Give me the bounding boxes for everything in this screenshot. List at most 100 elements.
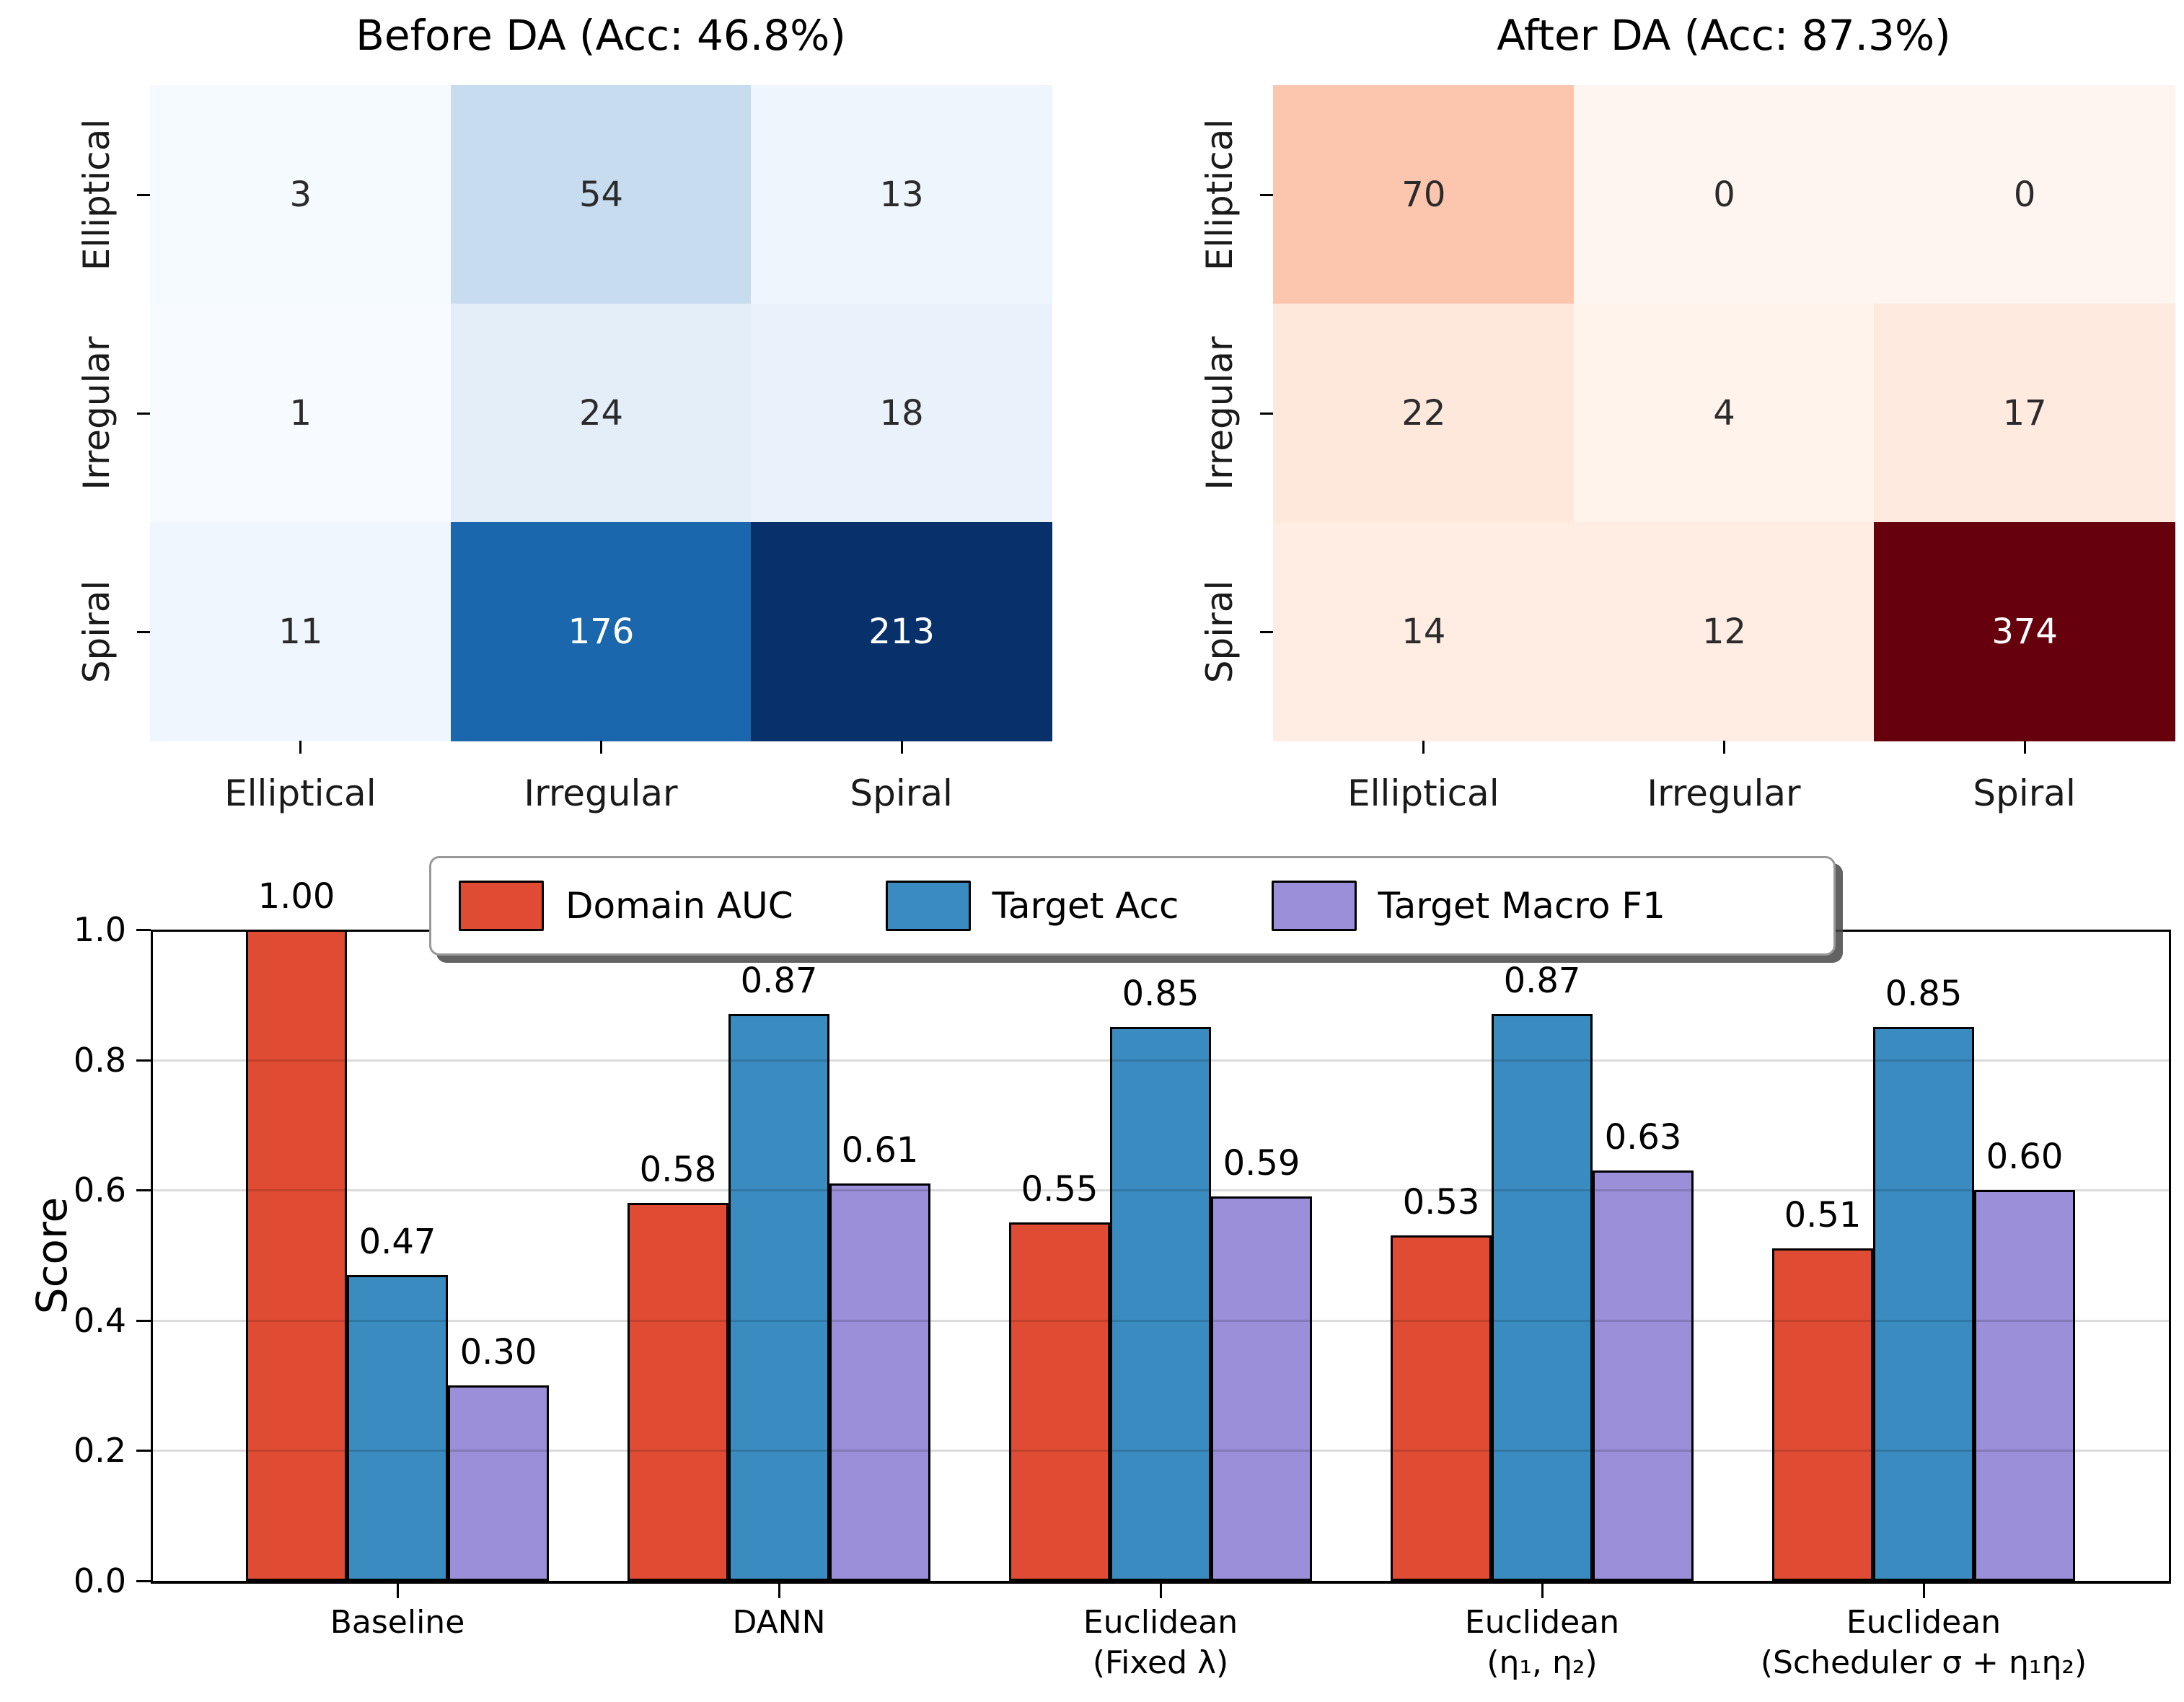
bar-value-label: 0.87 [1503,961,1581,1001]
heatmap-cell: 22 [1273,304,1575,523]
x-tick [397,1584,399,1598]
gridline [153,1189,2169,1192]
bar-target-acc [728,1014,829,1581]
bar-domain-auc [246,930,347,1581]
heatmap-row-tick [1260,412,1273,415]
bar-target-macro-f1 [1974,1190,2075,1581]
bar-value-label: 1.00 [257,876,335,917]
heatmap-cell: 0 [1874,85,2175,304]
bar-value-label: 0.85 [1885,974,1963,1014]
legend-item: Target Macro F1 [1271,881,1665,931]
heatmap-cell: 176 [450,522,752,741]
heatmap-cell: 1 [150,304,452,523]
bar-value-label: 0.51 [1784,1195,1862,1235]
x-tick [1923,1584,1925,1598]
legend-entry-label: Target Acc [992,885,1179,927]
heatmap-title-before: Before DA (Acc: 46.8%) [356,11,846,60]
bar-domain-auc [1391,1235,1492,1581]
axes-bottom-spine [151,1581,2171,1584]
heatmap-cell: 213 [751,522,1052,741]
legend-swatch-target-acc [885,881,971,931]
heatmap-row-tick [1260,630,1273,633]
bar-value-label: 0.85 [1122,974,1199,1014]
x-tick [1160,1584,1162,1598]
bar-value-label: 0.59 [1223,1143,1300,1183]
heatmap-col-label: Elliptical [224,772,377,814]
heatmap-row-label: Spiral [76,580,118,683]
y-tick-label: 0.8 [73,1040,126,1080]
bar-value-label: 0.58 [639,1150,717,1190]
heatmap-cell: 54 [450,85,752,304]
y-tick-label: 0.0 [73,1561,126,1600]
heatmap-row-tick [1260,193,1273,196]
x-category-label: Euclidean (Scheduler σ + η₁η₂) [1760,1604,2087,1681]
x-category-label: DANN [732,1604,826,1641]
x-tick [778,1584,780,1598]
heatmap-row-tick [137,412,150,415]
bar-value-label: 0.61 [841,1130,919,1170]
y-tick [136,1189,151,1192]
heatmap-cell: 70 [1273,85,1575,304]
heatmap-col-tick [1422,741,1425,754]
heatmap-cell: 0 [1573,85,1875,304]
heatmap-cell: 17 [1874,304,2175,523]
axes-left-spine [151,930,153,1584]
bar-chart-y-axis-label: Score [27,1196,76,1315]
y-tick-label: 0.2 [73,1431,126,1470]
heatmap-col-tick [1723,741,1725,754]
bar-value-label: 0.87 [740,961,818,1001]
x-category-label: Euclidean (Fixed λ) [1083,1604,1238,1681]
y-tick [136,1059,151,1062]
bar-value-label: 0.30 [459,1332,537,1372]
bar-target-acc [1110,1027,1211,1581]
y-tick [136,1450,151,1452]
bar-target-acc [347,1275,448,1581]
heatmap-row-label: Spiral [1199,580,1241,683]
heatmap-cell: 13 [751,85,1052,304]
heatmap-col-tick [299,741,302,754]
legend-item: Domain AUC [459,881,793,931]
y-tick-label: 0.4 [73,1300,126,1340]
heatmap-col-label: Spiral [850,772,953,814]
heatmap-col-label: Elliptical [1347,772,1500,814]
heatmap-row-label: Elliptical [1199,118,1241,270]
x-category-label: Baseline [330,1604,465,1641]
x-category-label: Euclidean (η₁, η₂) [1464,1604,1620,1681]
y-tick-label: 0.6 [73,1170,126,1210]
bar-domain-auc [1009,1222,1110,1581]
heatmap-col-label: Spiral [1973,772,2076,814]
x-tick [1541,1584,1544,1598]
heatmap-cell: 4 [1573,304,1875,523]
axes-right-spine [2169,930,2171,1584]
bar-value-label: 0.53 [1402,1182,1480,1222]
bar-value-label: 0.60 [1986,1137,2064,1177]
heatmap-col-tick [2023,741,2026,754]
heatmap-row-tick [137,630,150,633]
bar-value-label: 0.63 [1604,1117,1682,1158]
heatmap-cell: 12 [1573,522,1875,741]
heatmap-row-label: Elliptical [76,118,118,270]
bar-domain-auc [1772,1248,1873,1581]
heatmap-col-label: Irregular [524,772,678,814]
y-tick [136,929,151,931]
y-tick [136,1319,151,1322]
gridline [153,1059,2169,1062]
heatmap-row-label: Irregular [1199,335,1241,490]
heatmap-cell: 14 [1273,522,1575,741]
heatmap-cell: 18 [751,304,1052,523]
bar-target-acc [1492,1014,1593,1581]
bar-target-macro-f1 [448,1385,549,1581]
legend-item: Target Acc [885,881,1179,931]
bar-chart-legend: Domain AUC Target Acc Target Macro F1 [429,856,1836,956]
heatmap-cell: 374 [1874,522,2175,741]
heatmap-title-after: After DA (Acc: 87.3%) [1497,11,1951,60]
heatmap-row-label: Irregular [76,335,118,490]
heatmap-col-tick [900,741,903,754]
y-tick-label: 1.0 [73,910,126,949]
gridline [153,1319,2169,1322]
legend-swatch-target-macro-f1 [1271,881,1357,931]
heatmap-cell: 24 [450,304,752,523]
bar-value-label: 0.55 [1021,1169,1098,1209]
y-tick [136,1580,151,1582]
